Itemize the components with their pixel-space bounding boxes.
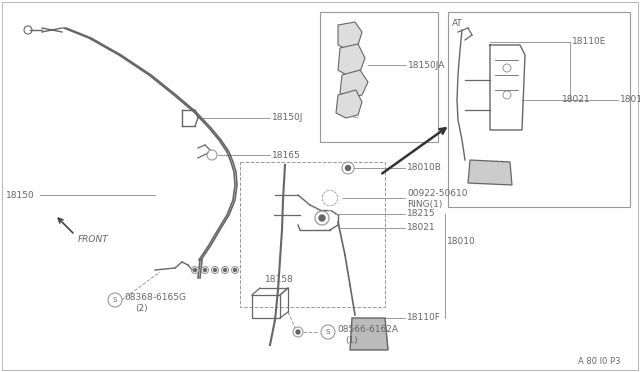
Circle shape	[328, 205, 333, 211]
Text: (1): (1)	[345, 336, 358, 344]
Circle shape	[336, 201, 341, 205]
Circle shape	[336, 190, 341, 196]
Circle shape	[346, 166, 351, 170]
Text: 18010: 18010	[620, 96, 640, 105]
Circle shape	[319, 215, 325, 221]
Text: 18215: 18215	[407, 209, 436, 218]
Circle shape	[337, 196, 342, 201]
Text: 18165: 18165	[272, 151, 301, 160]
Text: 18150J: 18150J	[272, 113, 303, 122]
Circle shape	[319, 190, 324, 196]
Polygon shape	[350, 318, 388, 350]
Text: 18150: 18150	[6, 190, 35, 199]
Polygon shape	[340, 70, 368, 98]
Polygon shape	[468, 160, 512, 185]
Circle shape	[333, 204, 337, 209]
Text: AT: AT	[452, 19, 463, 29]
Circle shape	[223, 269, 227, 272]
Text: S: S	[113, 297, 117, 303]
Circle shape	[234, 269, 237, 272]
Text: 18110E: 18110E	[572, 38, 606, 46]
Text: 08566-6162A: 08566-6162A	[337, 326, 398, 334]
Text: 08368-6165G: 08368-6165G	[124, 294, 186, 302]
Bar	[448, 12, 630, 207]
Text: 18021: 18021	[407, 224, 436, 232]
Circle shape	[204, 269, 207, 272]
Text: 18021: 18021	[562, 96, 591, 105]
Text: S: S	[326, 329, 330, 335]
Circle shape	[323, 187, 328, 192]
Circle shape	[319, 201, 324, 205]
Polygon shape	[338, 44, 365, 76]
Text: 18010B: 18010B	[407, 164, 442, 173]
Text: FRONT: FRONT	[78, 235, 109, 244]
Circle shape	[317, 196, 323, 201]
Circle shape	[193, 269, 196, 272]
Circle shape	[214, 269, 216, 272]
Circle shape	[328, 186, 333, 190]
Bar	[320, 12, 438, 142]
Polygon shape	[336, 90, 362, 118]
Text: (2): (2)	[135, 304, 148, 312]
Text: 18110F: 18110F	[407, 314, 441, 323]
Text: 00922-50610: 00922-50610	[407, 189, 467, 199]
Polygon shape	[338, 22, 362, 50]
Bar	[240, 162, 385, 307]
Text: 18150JA: 18150JA	[408, 61, 445, 70]
Circle shape	[333, 187, 337, 192]
Circle shape	[296, 330, 300, 334]
Text: RING(1): RING(1)	[407, 199, 442, 208]
Text: A 80 I0 P3: A 80 I0 P3	[577, 357, 620, 366]
Circle shape	[323, 204, 328, 209]
Text: 18010: 18010	[447, 237, 476, 247]
Text: 18158: 18158	[265, 276, 294, 285]
